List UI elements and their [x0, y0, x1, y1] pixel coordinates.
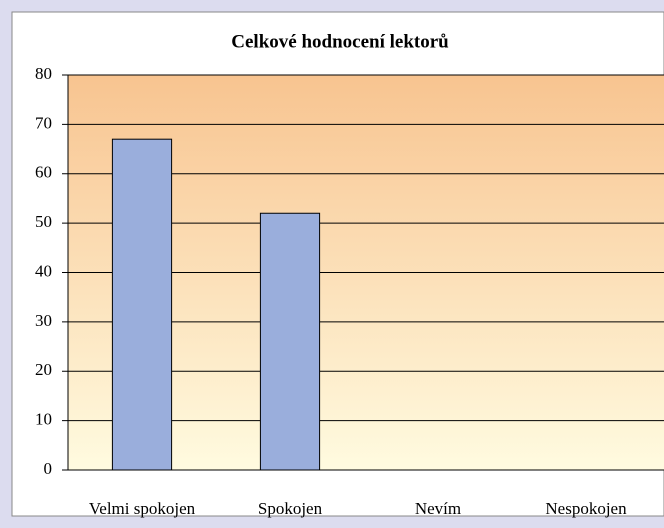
bar [111, 138, 173, 471]
x-tick-label: Spokojen [258, 499, 323, 518]
y-tick-label: 60 [35, 163, 52, 182]
y-tick-label: 30 [35, 311, 52, 330]
y-tick-label: 0 [44, 459, 53, 478]
x-tick-label: Nevím [415, 499, 461, 518]
x-tick-label: Velmi spokojen [89, 499, 196, 518]
y-tick-label: 70 [35, 113, 52, 132]
y-tick-label: 10 [35, 410, 52, 429]
y-tick-label: 50 [35, 212, 52, 231]
y-tick-label: 40 [35, 261, 52, 280]
y-tick-label: 20 [35, 360, 52, 379]
bar [259, 212, 321, 471]
y-tick-label: 80 [35, 64, 52, 83]
chart-title: Celkové hodnocení lektorů [231, 31, 449, 52]
x-tick-label: Nespokojen [545, 499, 627, 518]
